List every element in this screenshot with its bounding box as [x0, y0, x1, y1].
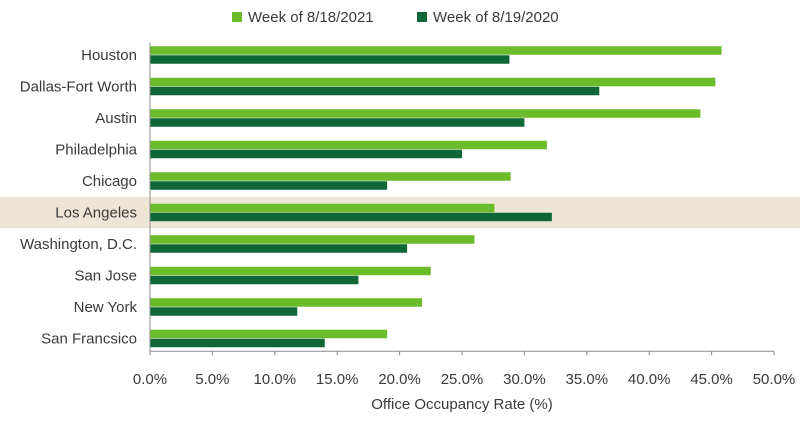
bar-2021-new-york [150, 298, 423, 307]
x-tick-label: 0.0% [133, 371, 167, 388]
bars-layer [150, 46, 722, 348]
x-tick-label: 5.0% [195, 371, 229, 388]
bar-2020-san-jose [150, 275, 359, 285]
bar-2020-houston [150, 55, 510, 64]
bar-2021-los-angeles [150, 203, 495, 213]
bar-2021-san-francsico [150, 329, 388, 339]
bar-2021-san-jose [150, 266, 431, 276]
x-tick-label: 25.0% [441, 371, 484, 388]
x-tick-label: 35.0% [566, 371, 609, 388]
category-label: Los Angeles [55, 205, 137, 222]
bar-2020-chicago [150, 181, 388, 190]
bar-2020-new-york [150, 307, 298, 316]
bar-2020-austin [150, 118, 525, 127]
bar-2020-washington-d-c [150, 244, 408, 253]
highlight-band [0, 196, 800, 229]
x-tick-label: 30.0% [503, 371, 546, 388]
bar-2020-los-angeles [150, 212, 552, 222]
bar-2021-philadelphia [150, 140, 547, 150]
legend-item-2020-swatch [417, 12, 427, 22]
bar-2021-chicago [150, 172, 511, 181]
x-tick-label: 10.0% [254, 371, 297, 388]
x-tick-label: 50.0% [753, 371, 796, 388]
legend-item-2021-label: Week of 8/18/2021 [248, 9, 374, 26]
legend: Week of 8/18/2021 Week of 8/19/2020 [232, 9, 559, 26]
bar-2021-dallas-fort-worth [150, 77, 716, 87]
bar-2021-washington-d-c [150, 235, 475, 244]
category-label: San Francsico [41, 331, 137, 348]
x-tick-label: 45.0% [690, 371, 733, 388]
axis-layer [149, 42, 775, 356]
x-axis-title: Office Occupancy Rate (%) [371, 396, 552, 413]
bar-2020-dallas-fort-worth [150, 86, 600, 96]
x-tick-label: 40.0% [628, 371, 671, 388]
category-label: Chicago [82, 173, 137, 190]
category-label: Dallas-Fort Worth [20, 79, 137, 96]
bar-2021-austin [150, 109, 701, 118]
category-label: New York [74, 299, 138, 316]
highlight-layer [0, 196, 800, 229]
category-label: Philadelphia [55, 142, 137, 159]
legend-item-2020-label: Week of 8/19/2020 [433, 9, 559, 26]
bar-2021-houston [150, 46, 722, 55]
legend-item-2021-swatch [232, 12, 242, 22]
labels-layer: Houston Dallas-Fort Worth Austin Philadelph… [20, 47, 796, 388]
bar-2020-san-francsico [150, 338, 325, 348]
category-label: Washington, D.C. [20, 236, 137, 253]
x-tick-label: 15.0% [316, 371, 359, 388]
category-label: Austin [95, 110, 137, 127]
x-tick-label: 20.0% [378, 371, 421, 388]
category-label: Houston [81, 47, 137, 64]
category-label: San Jose [74, 268, 137, 285]
bar-2020-philadelphia [150, 149, 462, 159]
